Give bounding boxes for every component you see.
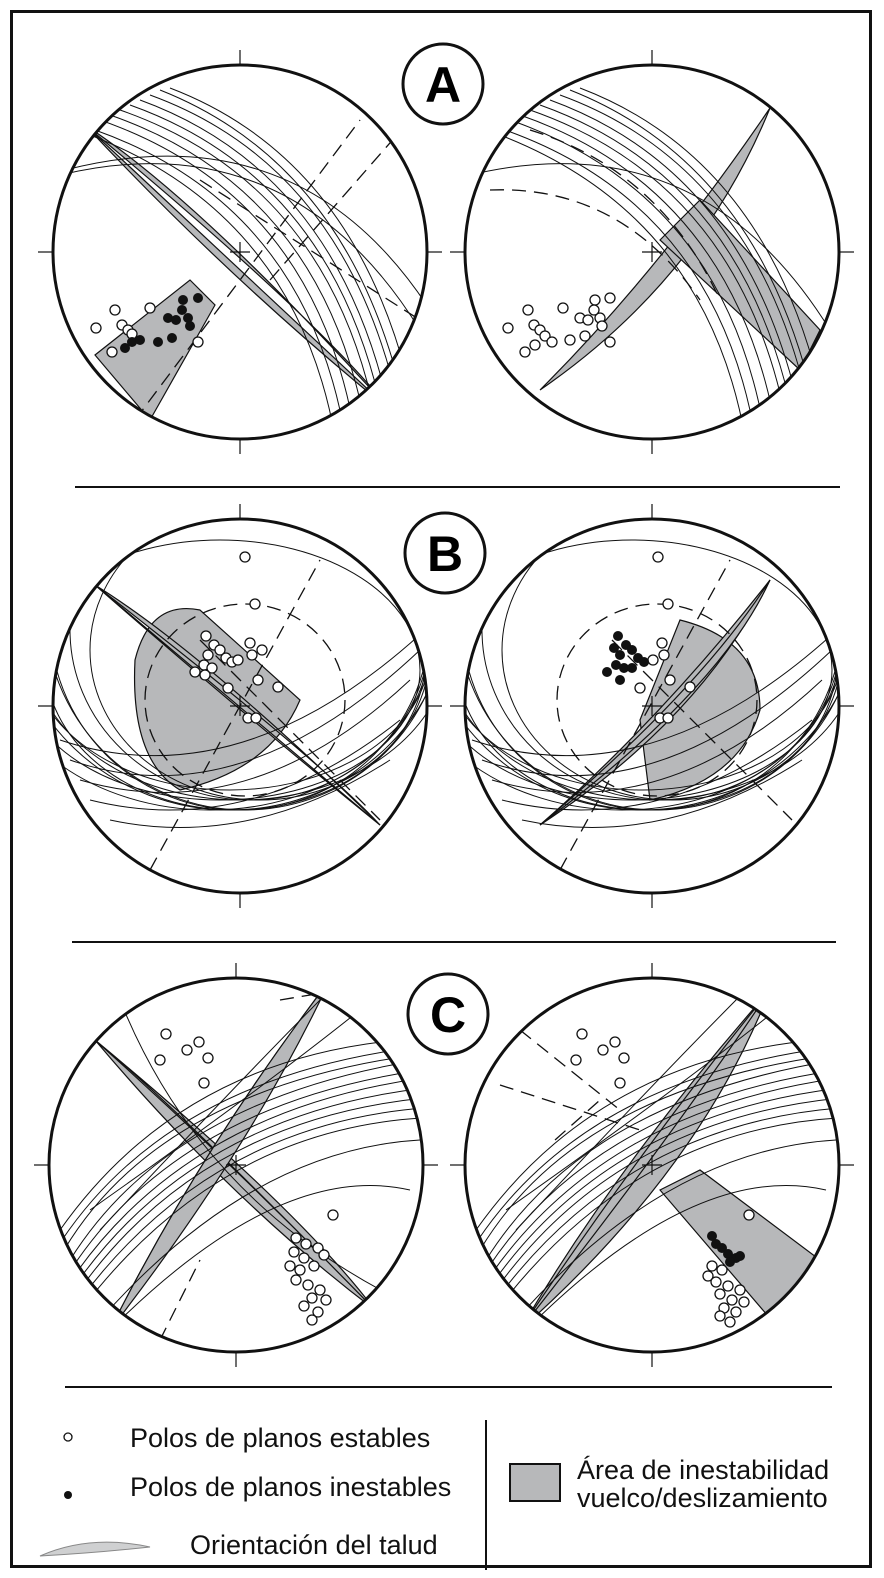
- panel-badge-a: [401, 42, 485, 126]
- stable-pole-group: [154, 1028, 339, 1326]
- panel-label-c: C: [430, 987, 466, 1043]
- legend-instability-line2: vuelco/deslizamiento: [577, 1483, 828, 1513]
- panel-badge-c: [406, 972, 490, 1056]
- stable-pole-group: [90, 302, 204, 358]
- instability-area: [659, 1169, 821, 1332]
- stable-pole-group: [502, 292, 616, 358]
- panel-label-b: B: [427, 526, 463, 582]
- stable-pole-group: [634, 551, 696, 724]
- instability-area-symbol: [509, 1463, 561, 1502]
- legend-instability-line1: Área de inestabilidad: [577, 1455, 829, 1485]
- slope-orientation-symbol: [39, 1541, 151, 1557]
- stable-pole-group: [570, 1028, 755, 1328]
- unstable-pole-group: [707, 1231, 745, 1267]
- unstable-pole-group: [602, 631, 649, 685]
- figure-frame: [10, 10, 872, 1568]
- panel-badge-b: [403, 511, 487, 595]
- legend-unstable-poles: Polos de planos inestables: [130, 1472, 451, 1502]
- legend-slope-orientation: Orientación del talud: [190, 1530, 438, 1560]
- stable-pole-symbol: [63, 1432, 73, 1442]
- stereonet-a-right: [450, 50, 854, 454]
- unstable-pole-group: [120, 293, 203, 353]
- stereonet-c-right: [450, 963, 854, 1367]
- stereonet-c-left: [34, 963, 438, 1367]
- unstable-pole-symbol: [64, 1491, 72, 1499]
- stable-pole-group: [189, 551, 284, 724]
- legend-stable-poles: Polos de planos estables: [130, 1423, 430, 1453]
- legend: Polos de planos estables Polos de planos…: [39, 1420, 829, 1570]
- stereonet-b-left: [38, 504, 442, 908]
- stereonet-a-left: [38, 50, 442, 454]
- stereonet-b-right: [450, 504, 854, 908]
- slope-lens: [94, 1039, 376, 1311]
- panel-label-a: A: [425, 57, 461, 113]
